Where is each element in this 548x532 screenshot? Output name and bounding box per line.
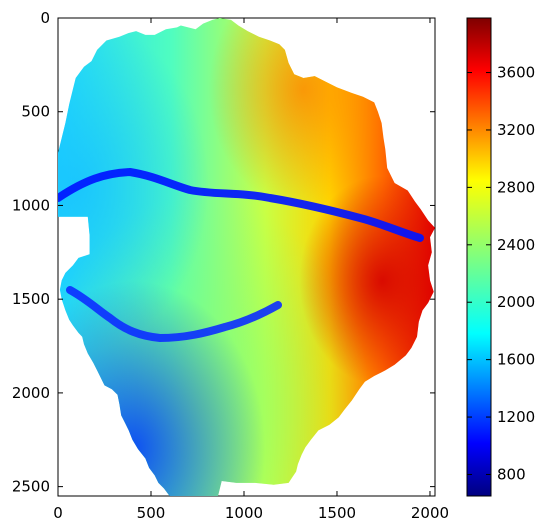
x-axis: 0 500 1000 1500 2000 (53, 18, 449, 522)
x-tick-label: 500 (137, 504, 166, 522)
colorbar-tick-label: 2400 (497, 236, 535, 254)
x-tick-label: 0 (53, 504, 63, 522)
colorbar-tick-label: 1200 (497, 408, 535, 426)
colorbar-ticks: 800 1200 1600 2000 2400 2800 3200 3600 (467, 64, 535, 483)
valley-channel-south (66, 286, 282, 343)
colorbar-tick-label: 2800 (497, 178, 535, 196)
colorbar-tick-label: 800 (497, 465, 526, 483)
y-tick-label: 2000 (12, 384, 50, 402)
y-tick-label: 1000 (12, 196, 50, 214)
y-tick-label: 0 (40, 9, 50, 27)
x-tick-label: 1000 (225, 504, 263, 522)
y-tick-label: 2500 (12, 478, 50, 496)
y-tick-label: 1500 (12, 290, 50, 308)
colorbar-tick-label: 3600 (497, 64, 535, 82)
x-tick-label: 1500 (318, 504, 356, 522)
valley-channel-north (58, 167, 424, 242)
colorbar-tick-label: 1600 (497, 351, 535, 369)
colorbar-tick-label: 2000 (497, 293, 535, 311)
y-tick-label: 500 (21, 103, 50, 121)
colorbar-tick-label: 3200 (497, 121, 535, 139)
colorbar (466, 17, 492, 497)
y-axis: 0 500 1000 1500 2000 2500 (12, 9, 435, 496)
x-tick-label: 2000 (411, 504, 449, 522)
